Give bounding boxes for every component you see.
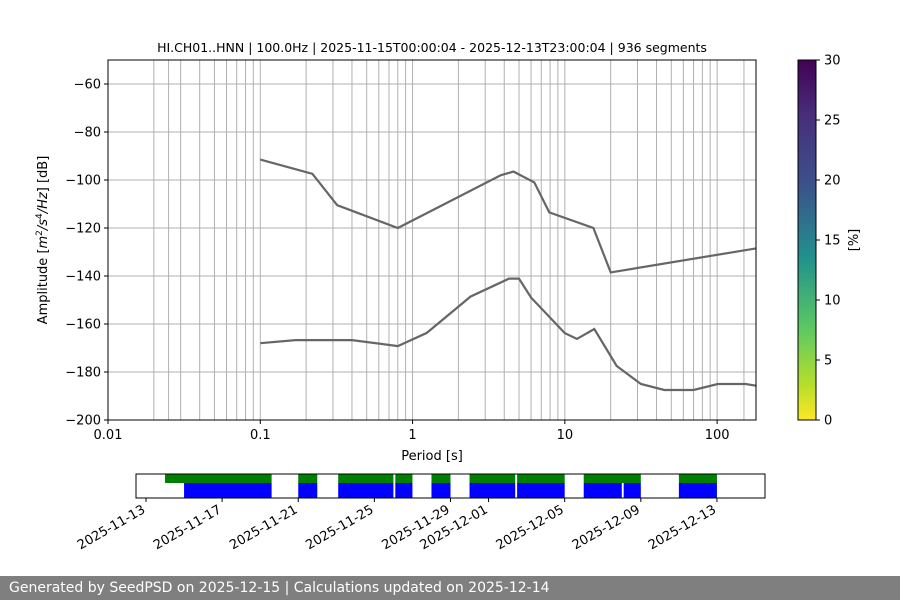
timeline-green-span [678, 474, 717, 483]
timeline-tick-label: 2025-11-25 [303, 502, 376, 553]
timeline-blue-span [583, 483, 622, 498]
footer-text: Generated by SeedPSD on 2025-12-15 | Cal… [9, 580, 550, 596]
colorbar-tick-label: 15 [824, 234, 841, 249]
colorbar-label: [%] [847, 229, 862, 252]
timeline-tick-label: 2025-12-05 [494, 502, 567, 553]
timeline-tick-label: 2025-11-17 [151, 502, 224, 553]
timeline-blue-span [517, 483, 565, 498]
timeline-green-span [431, 474, 451, 483]
colorbar: 0 5 10 15 20 25 30 [%] [797, 54, 862, 429]
footer-bar: Generated by SeedPSD on 2025-12-15 | Cal… [0, 576, 900, 600]
timeline-green-span [517, 474, 565, 483]
y-tick-label: −60 [74, 78, 101, 93]
y-tick-label: −120 [65, 222, 101, 237]
timeline-blue-span [184, 483, 272, 498]
timeline-green-span [298, 474, 318, 483]
y-tick-label: −100 [65, 174, 101, 189]
x-axis-ticks: 0.01 0.1 1 10 100 [94, 420, 730, 443]
amplitude-grid-lines [108, 83, 756, 421]
x-tick-label: 100 [705, 428, 730, 443]
x-tick-label: 1 [408, 428, 416, 443]
timeline-green-span [338, 474, 394, 483]
y-tick-label: −160 [65, 318, 101, 333]
timeline-blue-span [623, 483, 641, 498]
colorbar-tick-label: 5 [824, 354, 832, 369]
y-tick-label: −80 [74, 126, 101, 141]
colorbar-ticks: 0 5 10 15 20 25 30 [816, 54, 841, 429]
data-availability-timeline: 2025-11-13 2025-11-17 2025-11-21 2025-11-25… [75, 473, 766, 553]
timeline-tick-label: 2025-12-13 [646, 502, 719, 553]
timeline-tick-label: 2025-11-21 [227, 502, 300, 553]
timeline-ticks: 2025-11-13 2025-11-17 2025-11-21 2025-11-25… [75, 498, 719, 553]
plot-frame [107, 59, 757, 421]
chart-title: HI.CH01..HNN | 100.0Hz | 2025-11-15T00:0… [157, 40, 707, 55]
timeline-blue-span [395, 483, 413, 498]
colorbar-tick-label: 10 [824, 294, 841, 309]
nhnm-curve [260, 158, 756, 274]
noise-model-curves [260, 158, 756, 392]
y-tick-label: −140 [65, 270, 101, 285]
timeline-green-span [395, 474, 413, 483]
y-axis-ticks: −60 −80 −100 −120 −140 −160 −180 −200 [65, 78, 108, 429]
nlnm-curve [260, 277, 756, 392]
colorbar-tick-label: 20 [824, 174, 841, 189]
colorbar-tick-label: 25 [824, 114, 841, 129]
colorbar-gradient [797, 59, 817, 421]
x-tick-label: 10 [557, 428, 574, 443]
psd-plot-area: 0.01 0.1 1 10 100 −60 −80 −100 −120 −140 −160 −180… [35, 59, 757, 464]
x-tick-label: 0.01 [94, 428, 123, 443]
colorbar-tick-label: 30 [824, 54, 841, 69]
timeline-blue-span [431, 483, 451, 498]
timeline-bars [165, 474, 717, 498]
y-tick-label: −200 [65, 414, 101, 429]
timeline-blue-span [469, 483, 516, 498]
timeline-blue-span [298, 483, 318, 498]
timeline-green-span [583, 474, 641, 483]
y-tick-label: −180 [65, 366, 101, 381]
x-axis-label: Period [s] [401, 449, 463, 464]
timeline-green-span [469, 474, 516, 483]
timeline-blue-span [338, 483, 394, 498]
timeline-green-span [165, 474, 272, 483]
timeline-tick-label: 2025-12-09 [570, 502, 643, 553]
period-grid-lines [153, 60, 745, 420]
timeline-blue-span [678, 483, 717, 498]
timeline-tick-label: 2025-11-13 [75, 502, 148, 553]
colorbar-tick-label: 0 [824, 414, 832, 429]
x-tick-label: 0.1 [250, 428, 271, 443]
y-axis-label: Amplitude [m2/s4/Hz] [dB] [35, 156, 51, 325]
